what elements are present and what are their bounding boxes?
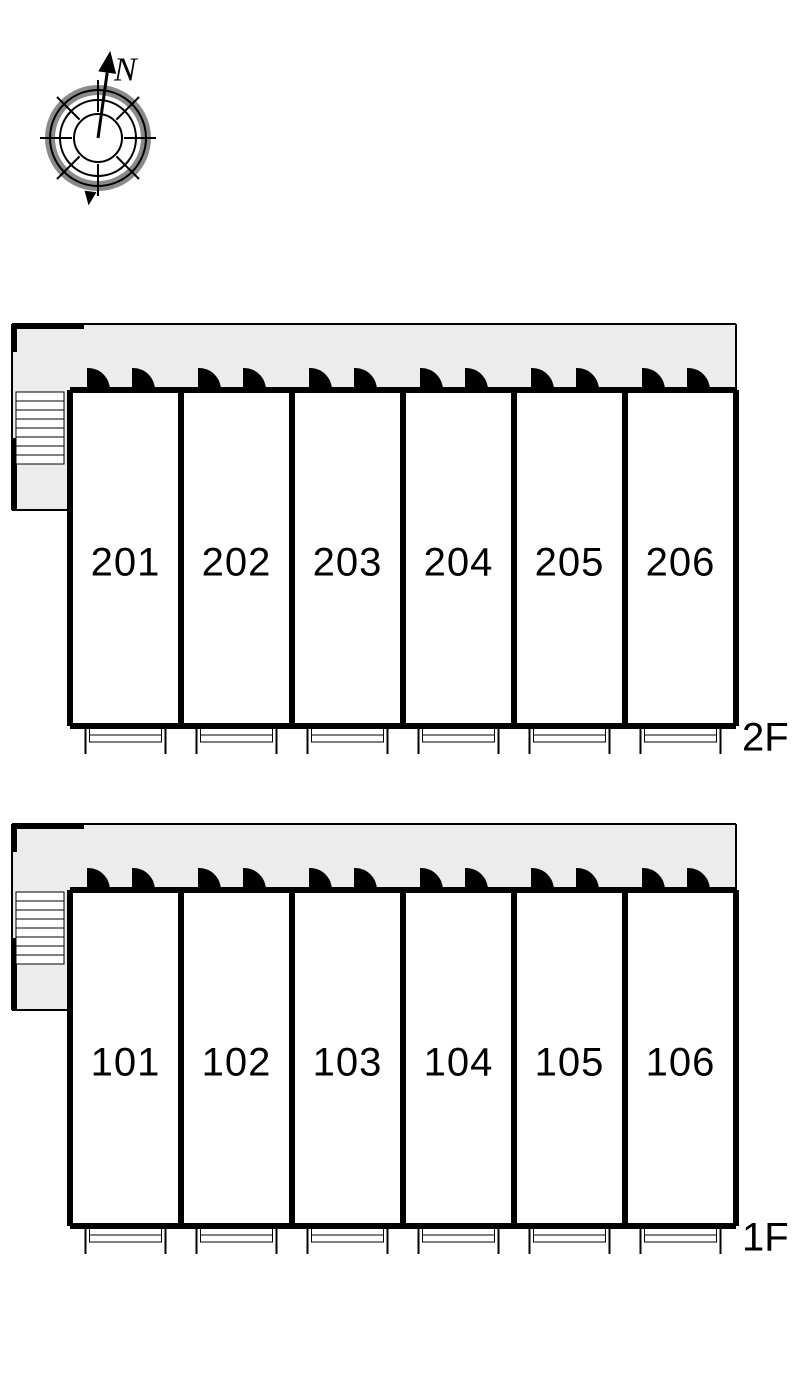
unit-102-label: 102 [202, 1040, 272, 1084]
compass-north-label: N [113, 52, 139, 89]
unit-203-label: 203 [313, 540, 383, 584]
unit-105-label: 105 [535, 1040, 605, 1084]
unit-205-label: 205 [535, 540, 605, 584]
unit-106-label: 106 [646, 1040, 716, 1084]
floor-2-label: 2F [742, 716, 789, 760]
floor-1: 101 102 103 104 105 106 1F [12, 824, 789, 1260]
unit-103-label: 103 [313, 1040, 383, 1084]
unit-101-label: 101 [91, 1040, 161, 1084]
unit-204-label: 204 [424, 540, 494, 584]
unit-201-label: 201 [91, 540, 161, 584]
floor-2: 201 202 203 204 205 206 2F [12, 324, 789, 760]
unit-202-label: 202 [202, 540, 272, 584]
unit-206-label: 206 [646, 540, 716, 584]
floor-1-label: 1F [742, 1216, 789, 1260]
floorplan-diagram: N2012022032042052062F1011021031041051061… [0, 0, 800, 1373]
unit-104-label: 104 [424, 1040, 494, 1084]
